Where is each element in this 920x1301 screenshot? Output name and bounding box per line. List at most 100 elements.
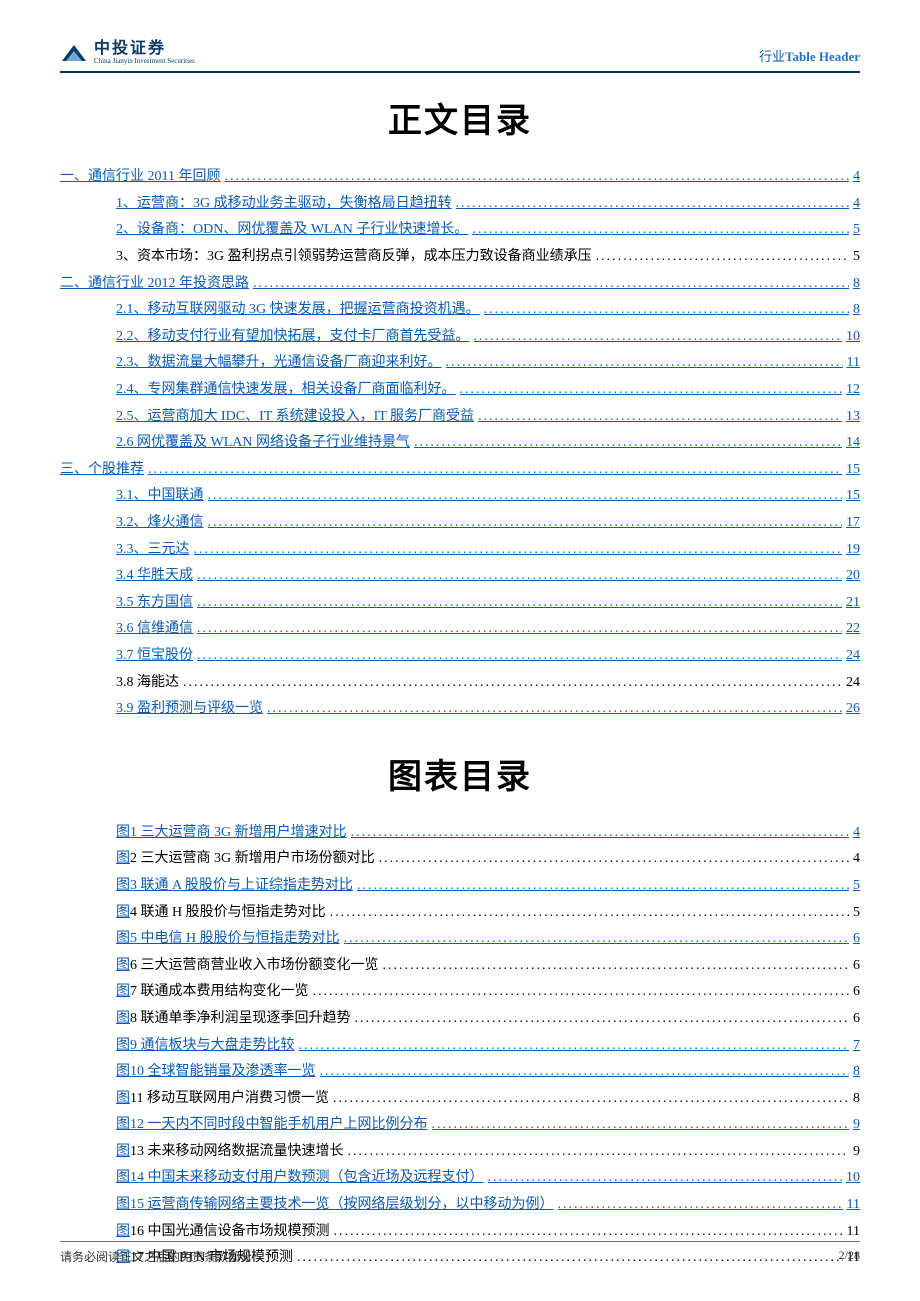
header-right-a: 行业	[759, 49, 785, 64]
toc-label[interactable]: 2.3、数据流量大幅攀升，光通信设备厂商迎来利好。	[116, 350, 442, 377]
toc-leader-dots	[596, 244, 849, 271]
toc-label[interactable]: 2.5、运营商加大 IDC、IT 系统建设投入，IT 服务厂商受益	[116, 404, 474, 431]
toc-page-number[interactable]: 14	[846, 430, 860, 457]
toc-page-number[interactable]: 17	[846, 510, 860, 537]
toc-page-number[interactable]: 4	[853, 191, 860, 218]
figure-page-number[interactable]: 6	[853, 926, 860, 953]
footer-disclaimer: 请务必阅读正文之后的免责条款部分	[60, 1248, 252, 1265]
figure-page-number[interactable]: 7	[853, 1033, 860, 1060]
figure-label: 6 三大运营商营业收入市场份额变化一览	[130, 953, 379, 980]
figure-label[interactable]: 12 一天内不同时段中智能手机用户上网比例分布	[130, 1112, 428, 1139]
toc-label[interactable]: 3.5 东方国信	[116, 590, 193, 617]
toc-page-number[interactable]: 20	[846, 563, 860, 590]
toc-label[interactable]: 3.3、三元达	[116, 537, 190, 564]
figure-prefix: 图	[116, 953, 130, 980]
logo-text: 中投证券 China Jianyin Investment Securities	[94, 40, 195, 65]
figure-row[interactable]: 图 15 运营商传输网络主要技术一览（按网络层级划分，以中移动为例）11	[116, 1192, 860, 1219]
figure-row: 图 8 联通单季净利润呈现逐季回升趋势6	[116, 1006, 860, 1033]
toc-label[interactable]: 2.6 网优覆盖及 WLAN 网络设备子行业维持景气	[116, 430, 410, 457]
toc-page-number[interactable]: 15	[846, 483, 860, 510]
figure-row[interactable]: 图 10 全球智能销量及渗透率一览8	[116, 1059, 860, 1086]
toc-leader-dots	[197, 643, 842, 670]
toc-row[interactable]: 3.3、三元达 19	[60, 537, 860, 564]
toc-row[interactable]: 3.5 东方国信 21	[60, 590, 860, 617]
toc-page-number[interactable]: 11	[847, 350, 860, 377]
toc-list: 一、通信行业 2011 年回顾41、运营商：3G 成移动业务主驱动，失衡格局日趋…	[60, 164, 860, 722]
toc-label[interactable]: 3.7 恒宝股份	[116, 643, 193, 670]
figure-page-number[interactable]: 8	[853, 1059, 860, 1086]
toc-row[interactable]: 3.1、中国联通 15	[60, 483, 860, 510]
figure-label[interactable]: 14 中国未来移动支付用户数预测（包含近场及远程支付）	[130, 1165, 484, 1192]
toc-page-number[interactable]: 21	[846, 590, 860, 617]
toc-page-number[interactable]: 15	[846, 457, 860, 484]
toc-row[interactable]: 1、运营商：3G 成移动业务主驱动，失衡格局日趋扭转 4	[60, 191, 860, 218]
figure-label[interactable]: 5 中电信 H 股股价与恒指走势对比	[130, 926, 340, 953]
figure-page-number: 9	[853, 1139, 860, 1166]
toc-row[interactable]: 一、通信行业 2011 年回顾 4	[60, 164, 860, 191]
toc-row[interactable]: 2、设备商：ODN、网优覆盖及 WLAN 子行业快速增长。 5	[60, 217, 860, 244]
figure-row[interactable]: 图 5 中电信 H 股股价与恒指走势对比6	[116, 926, 860, 953]
toc-row[interactable]: 2.6 网优覆盖及 WLAN 网络设备子行业维持景气 14	[60, 430, 860, 457]
toc-label[interactable]: 1、运营商：3G 成移动业务主驱动，失衡格局日趋扭转	[116, 191, 452, 218]
figure-page-number[interactable]: 4	[853, 820, 860, 847]
toc-label[interactable]: 二、通信行业 2012 年投资思路	[60, 271, 249, 298]
toc-label[interactable]: 一、通信行业 2011 年回顾	[60, 164, 220, 191]
toc-leader-dots	[183, 670, 842, 697]
toc-row[interactable]: 2.5、运营商加大 IDC、IT 系统建设投入，IT 服务厂商受益 13	[60, 404, 860, 431]
toc-label[interactable]: 2、设备商：ODN、网优覆盖及 WLAN 子行业快速增长。	[116, 217, 468, 244]
toc-row[interactable]: 2.4、专网集群通信快速发展，相关设备厂商面临利好。 12	[60, 377, 860, 404]
toc-label[interactable]: 2.1、移动互联网驱动 3G 快速发展，把握运营商投资机遇。	[116, 297, 480, 324]
toc-row[interactable]: 3.6 信维通信 22	[60, 616, 860, 643]
toc-label[interactable]: 3.2、烽火通信	[116, 510, 204, 537]
figure-leader-dots	[351, 820, 849, 847]
figure-row[interactable]: 图 14 中国未来移动支付用户数预测（包含近场及远程支付）10	[116, 1165, 860, 1192]
logo-en: China Jianyin Investment Securities	[94, 58, 195, 66]
figure-label: 7 联通成本费用结构变化一览	[130, 979, 309, 1006]
toc-page-number[interactable]: 8	[853, 271, 860, 298]
figure-label[interactable]: 9 通信板块与大盘走势比较	[130, 1033, 295, 1060]
toc-page-number[interactable]: 19	[846, 537, 860, 564]
toc-label[interactable]: 2.2、移动支付行业有望加快拓展，支付卡厂商首先受益。	[116, 324, 470, 351]
toc-label[interactable]: 3.9 盈利预测与评级一览	[116, 696, 263, 723]
figure-page-number[interactable]: 5	[853, 873, 860, 900]
toc-page-number[interactable]: 22	[846, 616, 860, 643]
toc-page-number[interactable]: 26	[846, 696, 860, 723]
toc-row[interactable]: 3.4 华胜天成 20	[60, 563, 860, 590]
toc-label[interactable]: 2.4、专网集群通信快速发展，相关设备厂商面临利好。	[116, 377, 456, 404]
figure-row: 图 4 联通 H 股股价与恒指走势对比5	[116, 900, 860, 927]
figure-label[interactable]: 1 三大运营商 3G 新增用户增速对比	[130, 820, 347, 847]
toc-page-number[interactable]: 24	[846, 643, 860, 670]
toc-page-number[interactable]: 12	[846, 377, 860, 404]
toc-leader-dots	[197, 563, 842, 590]
toc-row[interactable]: 2.3、数据流量大幅攀升，光通信设备厂商迎来利好。 11	[60, 350, 860, 377]
toc-page-number[interactable]: 4	[853, 164, 860, 191]
toc-row[interactable]: 3.9 盈利预测与评级一览 26	[60, 696, 860, 723]
header-right-b: Table Header	[785, 49, 860, 64]
toc-row[interactable]: 3.2、烽火通信 17	[60, 510, 860, 537]
toc-page-number[interactable]: 8	[853, 297, 860, 324]
toc-row[interactable]: 2.1、移动互联网驱动 3G 快速发展，把握运营商投资机遇。 8	[60, 297, 860, 324]
toc-page-number[interactable]: 13	[846, 404, 860, 431]
toc-page-number[interactable]: 10	[846, 324, 860, 351]
toc-label[interactable]: 三、个股推荐	[60, 457, 144, 484]
figure-prefix: 图	[116, 846, 130, 873]
figure-label[interactable]: 10 全球智能销量及渗透率一览	[130, 1059, 316, 1086]
figure-row[interactable]: 图 1 三大运营商 3G 新增用户增速对比4	[116, 820, 860, 847]
toc-row[interactable]: 3.7 恒宝股份 24	[60, 643, 860, 670]
figure-row[interactable]: 图 9 通信板块与大盘走势比较7	[116, 1033, 860, 1060]
toc-row[interactable]: 二、通信行业 2012 年投资思路 8	[60, 271, 860, 298]
figure-page-number[interactable]: 11	[847, 1192, 860, 1219]
toc-label[interactable]: 3.1、中国联通	[116, 483, 204, 510]
toc-label[interactable]: 3.6 信维通信	[116, 616, 193, 643]
figure-label[interactable]: 3 联通 A 股股价与上证综指走势对比	[130, 873, 353, 900]
toc-row[interactable]: 三、个股推荐 15	[60, 457, 860, 484]
figure-page-number[interactable]: 10	[846, 1165, 860, 1192]
figure-label[interactable]: 15 运营商传输网络主要技术一览（按网络层级划分，以中移动为例）	[130, 1192, 554, 1219]
figure-page-number[interactable]: 9	[853, 1112, 860, 1139]
figure-row[interactable]: 图 12 一天内不同时段中智能手机用户上网比例分布9	[116, 1112, 860, 1139]
figure-leader-dots	[379, 846, 849, 873]
toc-row[interactable]: 2.2、移动支付行业有望加快拓展，支付卡厂商首先受益。 10	[60, 324, 860, 351]
toc-label[interactable]: 3.4 华胜天成	[116, 563, 193, 590]
toc-page-number[interactable]: 5	[853, 217, 860, 244]
figure-row[interactable]: 图 3 联通 A 股股价与上证综指走势对比5	[116, 873, 860, 900]
